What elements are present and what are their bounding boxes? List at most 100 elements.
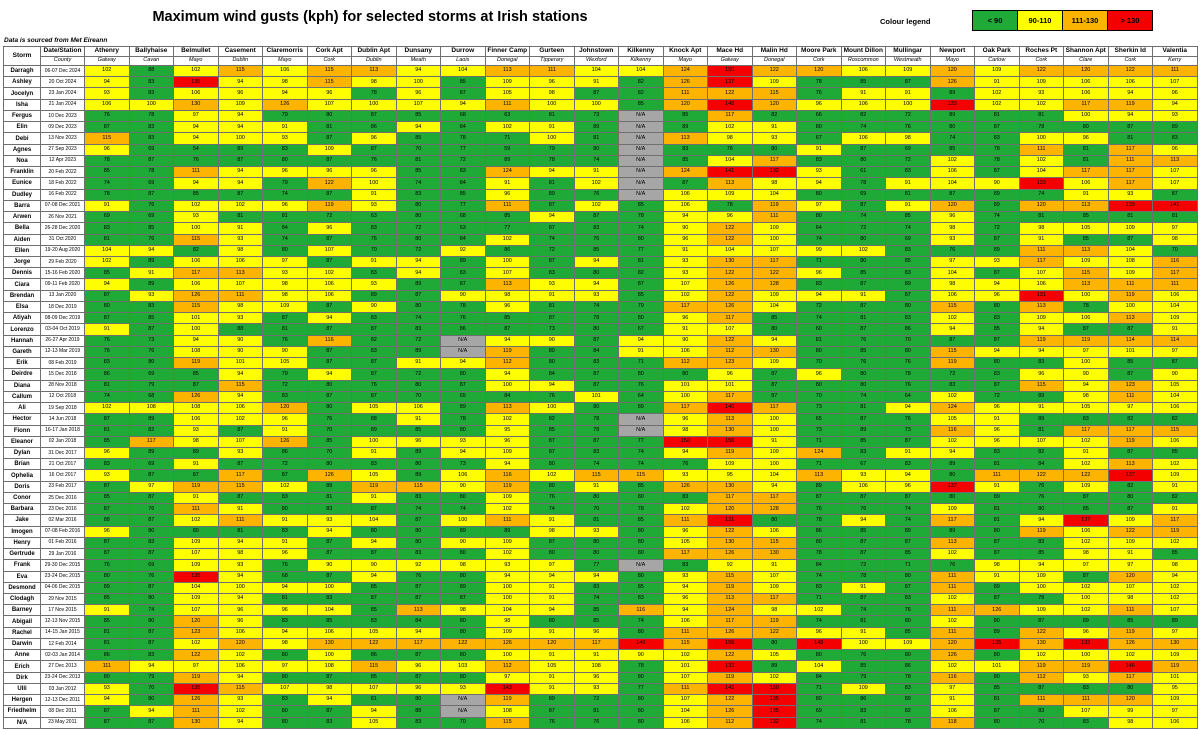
gust-value: 85 xyxy=(84,166,130,179)
gust-value: 80 xyxy=(395,300,441,314)
storm-date: 02 Jan 2018 xyxy=(40,435,85,448)
gust-value: 83 xyxy=(1152,132,1198,145)
storm-row: Agnes 27 Sep 2023 96 69 54 89 83 109 87 70 77 59 79 8… xyxy=(3,143,1198,156)
gust-value: 85 xyxy=(662,154,708,168)
gust-value: 85 xyxy=(840,435,886,448)
gust-value: 76 xyxy=(529,390,575,404)
gust-value: 87 xyxy=(395,593,441,606)
gust-value: 106 xyxy=(217,402,263,415)
gust-value: 87 xyxy=(306,536,352,550)
gust-value: 87 xyxy=(885,536,931,550)
gust-value-missing: N/A xyxy=(440,345,486,359)
gust-value: 126 xyxy=(662,480,708,493)
gust-value: 89 xyxy=(974,626,1020,639)
gust-value: 74 xyxy=(796,570,842,583)
gust-value: 74 xyxy=(796,615,842,628)
gust-value: 84 xyxy=(796,671,842,684)
gust-value: 101 xyxy=(662,379,708,392)
gust-value: 126 xyxy=(262,98,308,111)
gust-value: 98 xyxy=(262,76,308,89)
gust-value: 130 xyxy=(173,98,219,111)
station-name: Oak Park xyxy=(974,46,1020,57)
storm-date: 12 Feb 2014 xyxy=(40,637,85,651)
gust-value: 102 xyxy=(217,649,263,662)
gust-value: 72 xyxy=(440,154,486,168)
gust-value: 113 xyxy=(1063,278,1109,291)
gust-value: 119 xyxy=(173,480,219,493)
storm-name: Eva xyxy=(3,570,41,583)
gust-value: 94 xyxy=(529,379,575,392)
station-name: Cork Apt xyxy=(306,46,352,57)
gust-value: 76 xyxy=(707,143,753,156)
gust-value: 85 xyxy=(618,199,664,213)
gust-value: 117 xyxy=(1063,98,1109,111)
gust-value: 79 xyxy=(128,671,174,684)
gust-value: 93 xyxy=(662,570,708,583)
gust-value: 84 xyxy=(796,559,842,572)
gust-value: 115 xyxy=(173,233,219,246)
gust-value: 71 xyxy=(618,357,664,370)
gust-value: 104 xyxy=(1107,244,1153,257)
gust-value: 87 xyxy=(484,323,530,336)
gust-value: 106 xyxy=(1063,312,1109,325)
gust-value: 80 xyxy=(1063,121,1109,134)
gust-value: 76 xyxy=(440,312,486,325)
gust-value: 107 xyxy=(306,244,352,257)
gust-value: 106 xyxy=(217,626,263,639)
gust-value: 94 xyxy=(1018,559,1064,572)
gust-value: 87 xyxy=(573,334,619,347)
gust-value: 109 xyxy=(1018,76,1064,89)
gust-value: 96 xyxy=(529,76,575,89)
gust-value: 119 xyxy=(1107,289,1153,302)
gust-value: 80 xyxy=(974,525,1020,538)
gust-value: 104 xyxy=(751,469,797,482)
gust-value: 83 xyxy=(351,458,397,471)
gust-value: 122 xyxy=(440,637,486,651)
gust-value: 87 xyxy=(351,323,397,336)
storm-name: Darragh xyxy=(3,64,41,78)
gust-value: 104 xyxy=(751,188,797,201)
gust-value: 87 xyxy=(529,705,575,718)
gust-value: 91 xyxy=(929,694,975,707)
gust-value: 87 xyxy=(974,233,1020,246)
gust-value: 83 xyxy=(529,267,575,280)
gust-value: 96 xyxy=(262,548,308,561)
storm-date: 20 Feb 2022 xyxy=(40,166,85,179)
storm-row: Jake 02 Mar 2016 88 87 102 111 91 93 104 87 100 111… xyxy=(3,514,1198,527)
gust-value: 96 xyxy=(306,222,352,235)
gust-value: 74 xyxy=(929,132,975,145)
gust-value: 93 xyxy=(440,682,486,696)
gust-value: 102 xyxy=(262,480,308,493)
gust-value: 69 xyxy=(885,233,931,246)
gust-value: 94 xyxy=(573,278,619,291)
gust-value-missing: N/A xyxy=(618,132,664,145)
gust-value: 90 xyxy=(351,559,397,572)
gust-value: 87 xyxy=(84,312,130,325)
header-row-stations: Storm Date/Station Athenry Ballyhaise Belmul… xyxy=(3,46,1198,66)
gust-value: 76 xyxy=(84,334,130,347)
gust-value: 93 xyxy=(217,446,263,460)
gust-value: 89 xyxy=(1152,121,1198,134)
gust-value: 100 xyxy=(217,581,263,595)
gust-value: 104 xyxy=(751,300,797,314)
storm-name: Friedhelm xyxy=(3,705,41,718)
gust-value: 78 xyxy=(885,368,931,381)
gust-value: 104 xyxy=(84,244,130,257)
gust-value: 96 xyxy=(484,188,530,201)
gust-value: 107 xyxy=(484,267,530,280)
gust-value: 78 xyxy=(1063,300,1109,314)
gust-value: 111 xyxy=(484,514,530,527)
gust-value: 72 xyxy=(974,222,1020,235)
gust-value: 91 xyxy=(84,199,130,213)
storm-name: Rachel xyxy=(3,626,41,639)
gust-value: 111 xyxy=(1152,278,1198,291)
gust-value: 87 xyxy=(351,357,397,370)
gust-value: 100 xyxy=(529,132,575,145)
gust-value: 80 xyxy=(440,626,486,639)
storm-name: Jocelyn xyxy=(3,87,41,100)
gust-value: 107 xyxy=(1063,705,1109,718)
storm-date: 08 Dec 2011 xyxy=(40,705,85,718)
gust-value: 93 xyxy=(662,255,708,269)
gust-value: 76 xyxy=(573,716,619,730)
gust-value: 72 xyxy=(529,244,575,257)
